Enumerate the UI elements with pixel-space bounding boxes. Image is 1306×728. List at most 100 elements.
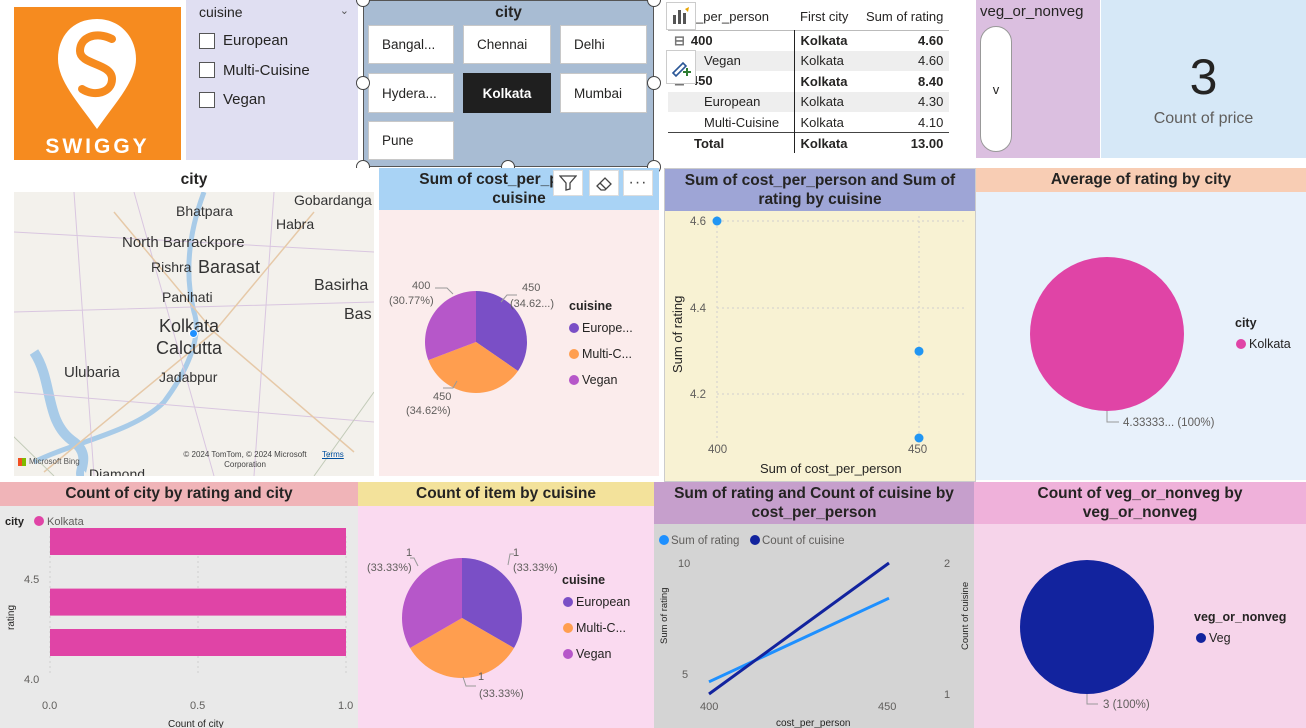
pie-data-label: 4.33333... (100%) (1123, 417, 1215, 429)
city-slicer[interactable]: city Bangal... Chennai Delhi Hydera... K… (363, 0, 654, 167)
cuisine-option-vegan[interactable]: Vegan (199, 85, 310, 115)
bar-visual[interactable]: Count of city by rating and city city Ko… (0, 482, 358, 728)
pie-avg-chart[interactable]: 4.33333... (100%) city Kolkata (976, 192, 1306, 480)
bar[interactable] (50, 629, 346, 656)
city-button-bangalore[interactable]: Bangal... (368, 25, 454, 64)
map-place-label: Gobardanga (294, 192, 372, 208)
table-cell: Kolkata (793, 71, 860, 92)
line-title-line2: cost_per_person (751, 504, 877, 521)
scatter-visual[interactable]: Sum of cost_per_person and Sum of rating… (664, 168, 976, 482)
pie-slice[interactable] (1030, 257, 1184, 411)
matrix-header[interactable]: _per_person (696, 9, 769, 25)
pie-slice[interactable] (428, 342, 518, 393)
cuisine-option-multi-cuisine[interactable]: Multi-Cuisine (199, 56, 310, 86)
legend-item[interactable]: European (576, 595, 630, 609)
pie-data-label: (34.62...) (510, 298, 554, 310)
matrix-header[interactable]: Sum of rating (866, 9, 944, 25)
y-tick-label: 4.4 (690, 303, 707, 315)
pie-veg-chart[interactable]: 3 (100%) veg_or_nonveg Veg (974, 524, 1306, 728)
scatter-title: Sum of cost_per_person and Sum of rating… (684, 172, 956, 208)
pie-data-label: 3 (100%) (1103, 699, 1150, 711)
pie-veg-title-line1: Count of veg_or_nonveg by (1037, 485, 1243, 502)
pie-slice[interactable] (462, 558, 522, 648)
filter-icon[interactable] (553, 170, 583, 196)
legend-dot (659, 535, 669, 545)
city-button-kolkata[interactable]: Kolkata (463, 73, 551, 113)
pie-veg-visual[interactable]: Count of veg_or_nonveg by veg_or_nonveg … (974, 482, 1306, 728)
resize-handle[interactable] (356, 76, 370, 90)
checkbox-icon[interactable] (199, 62, 215, 79)
table-row-label: ⊟ 400 (674, 32, 713, 48)
legend-item[interactable]: Europe... (582, 321, 633, 335)
y2-tick-label: 1 (944, 689, 950, 701)
legend-item[interactable]: Multi-C... (582, 347, 632, 361)
chevron-down-icon[interactable]: ⌄ (339, 5, 349, 17)
pie-slice[interactable] (425, 291, 476, 361)
checkbox-icon[interactable] (199, 32, 215, 49)
scatter-point[interactable] (914, 433, 924, 443)
eraser-icon[interactable] (589, 170, 619, 196)
pie-cost-chart[interactable]: 450 (34.62...) 450 (34.62%) 400 (30.77%)… (379, 210, 659, 476)
city-slicer-title: city (495, 4, 522, 21)
checkbox-icon[interactable] (199, 91, 215, 108)
city-button-chennai[interactable]: Chennai (463, 25, 551, 64)
pie-slice[interactable] (1020, 560, 1154, 694)
x-tick-label: 0.5 (190, 700, 205, 712)
legend-item[interactable]: Count of cuisine (762, 535, 844, 547)
city-button-delhi[interactable]: Delhi (560, 25, 647, 64)
pie-cost-title: Sum of cost_per_p cuisine (379, 170, 659, 208)
pie-veg-title-line2: veg_or_nonveg (1082, 504, 1198, 521)
city-button-pune[interactable]: Pune (368, 121, 454, 160)
legend-item[interactable]: Sum of rating (671, 535, 739, 547)
matrix-header[interactable]: First city (800, 9, 849, 25)
map-location-marker[interactable] (189, 329, 198, 338)
line-series-count-of-cuisine[interactable] (708, 561, 890, 696)
legend-item[interactable]: Veg (1209, 631, 1231, 645)
pie-slice[interactable] (402, 558, 462, 648)
resize-handle[interactable] (647, 76, 661, 90)
legend-item[interactable]: Kolkata (47, 516, 85, 528)
line-visual[interactable]: Sum of rating and Count of cuisine by co… (654, 482, 974, 728)
line-series-sum-of-rating[interactable] (708, 596, 890, 684)
collapse-icon[interactable]: ⊟ (674, 32, 685, 48)
pie-data-label: 400 (412, 280, 430, 292)
pie-slice[interactable] (410, 618, 514, 678)
legend-item[interactable]: Vegan (582, 373, 618, 387)
x-axis-label: Sum of cost_per_person (760, 461, 902, 476)
line-title-line1: Sum of rating and Count of cuisine by (674, 485, 954, 502)
map-brand: Microsoft Bing (18, 457, 80, 466)
line-chart[interactable]: Sum of rating Count of cuisine 10 5 2 1 … (654, 524, 974, 728)
legend-item[interactable]: Kolkata (1249, 337, 1291, 351)
pie-avg-title: Average of rating by city (1050, 171, 1232, 188)
map-terms-link[interactable]: Terms (322, 450, 344, 459)
x-tick-label: 0.0 (42, 700, 57, 712)
pie-item-chart[interactable]: 1 (33.33%) 1 (33.33%) 1 (33.33%) cuisine… (358, 506, 654, 728)
pie-item-visual[interactable]: Count of item by cuisine 1 (33.33%) 1 (3… (358, 482, 654, 728)
scatter-point[interactable] (914, 346, 924, 356)
matrix-table: _per_person First city Sum of rating ⊟ 40… (668, 4, 950, 153)
bar-chart[interactable]: city Kolkata 4.5 4.0 0.0 0.5 1.0 rating … (0, 506, 358, 728)
table-cell: Kolkata (793, 91, 860, 112)
table-row-label: European (704, 94, 761, 110)
scatter-point[interactable] (712, 216, 722, 226)
map-canvas[interactable]: Gobardanga Bhatpara Habra North Barrackp… (14, 192, 374, 476)
legend-item[interactable]: Vegan (576, 647, 612, 661)
more-options-icon[interactable]: ··· (623, 170, 653, 196)
format-visual-icon[interactable] (666, 50, 696, 84)
pie-data-label: (34.62%) (406, 405, 451, 417)
scatter-chart[interactable]: 4.6 4.4 4.2 400 450 Sum of cost_per_pers… (665, 211, 975, 481)
pie-avg-visual[interactable]: Average of rating by city 4.33333... (10… (976, 168, 1306, 480)
pie-cost-visual[interactable]: Sum of cost_per_p cuisine ··· 450 (34.62… (379, 168, 659, 476)
pie-slice[interactable] (476, 291, 527, 371)
table-cell: 8.40 (918, 73, 944, 89)
veg-slicer-button[interactable]: v (980, 26, 1012, 152)
bar[interactable] (50, 528, 346, 555)
city-button-mumbai[interactable]: Mumbai (560, 73, 647, 113)
build-visual-icon[interactable] (666, 2, 696, 30)
city-button-hyderabad[interactable]: Hydera... (368, 73, 454, 113)
cuisine-option-european[interactable]: European (199, 26, 310, 56)
legend-item[interactable]: Multi-C... (576, 621, 626, 635)
x-axis-label: Count of city (168, 719, 224, 728)
x-tick-label: 450 (878, 701, 896, 713)
bar[interactable] (50, 588, 346, 616)
